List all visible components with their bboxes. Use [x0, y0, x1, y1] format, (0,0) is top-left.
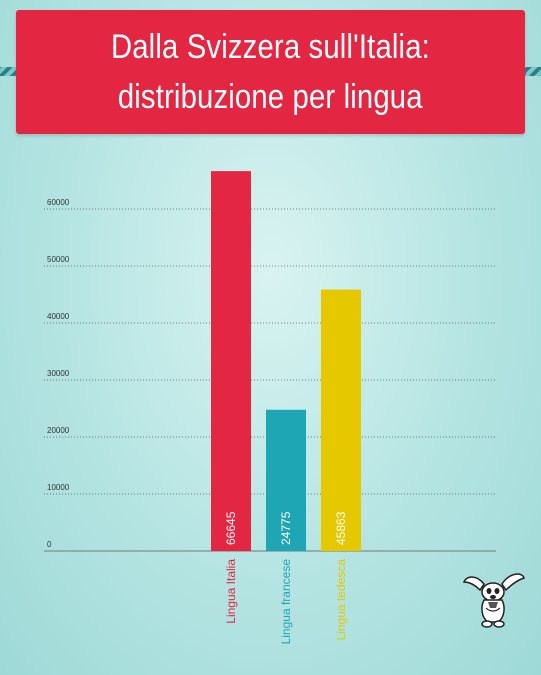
x-tick-label: Lingua Italia	[224, 559, 238, 624]
bar	[211, 171, 251, 551]
data-label: 24775	[279, 511, 293, 545]
bar	[266, 409, 306, 551]
y-tick-label: 10000	[47, 483, 70, 492]
data-label: 45863	[334, 511, 348, 545]
rope-left	[0, 67, 26, 76]
rope-right	[515, 67, 541, 76]
chart-title-line-1: Dalla Svizzera sull'Italia:	[110, 28, 430, 66]
long-eared-dog-mascot-icon	[462, 573, 525, 628]
chart-title-line-2: distribuzione per lingua	[118, 78, 423, 116]
y-tick-label: 20000	[47, 426, 70, 435]
data-label: 66645	[224, 511, 238, 545]
title-banner: Dalla Svizzera sull'Italia: distribuzion…	[16, 10, 525, 134]
y-tick-label: 40000	[47, 312, 70, 321]
y-tick-label: 30000	[47, 369, 70, 378]
bar	[321, 289, 361, 551]
y-tick-label: 0	[47, 540, 52, 549]
y-tick-label: 60000	[47, 198, 70, 207]
x-tick-label: Lingua tedesca	[334, 559, 348, 641]
y-tick-label: 50000	[47, 255, 70, 264]
x-tick-label: Lingua francese	[279, 559, 293, 645]
